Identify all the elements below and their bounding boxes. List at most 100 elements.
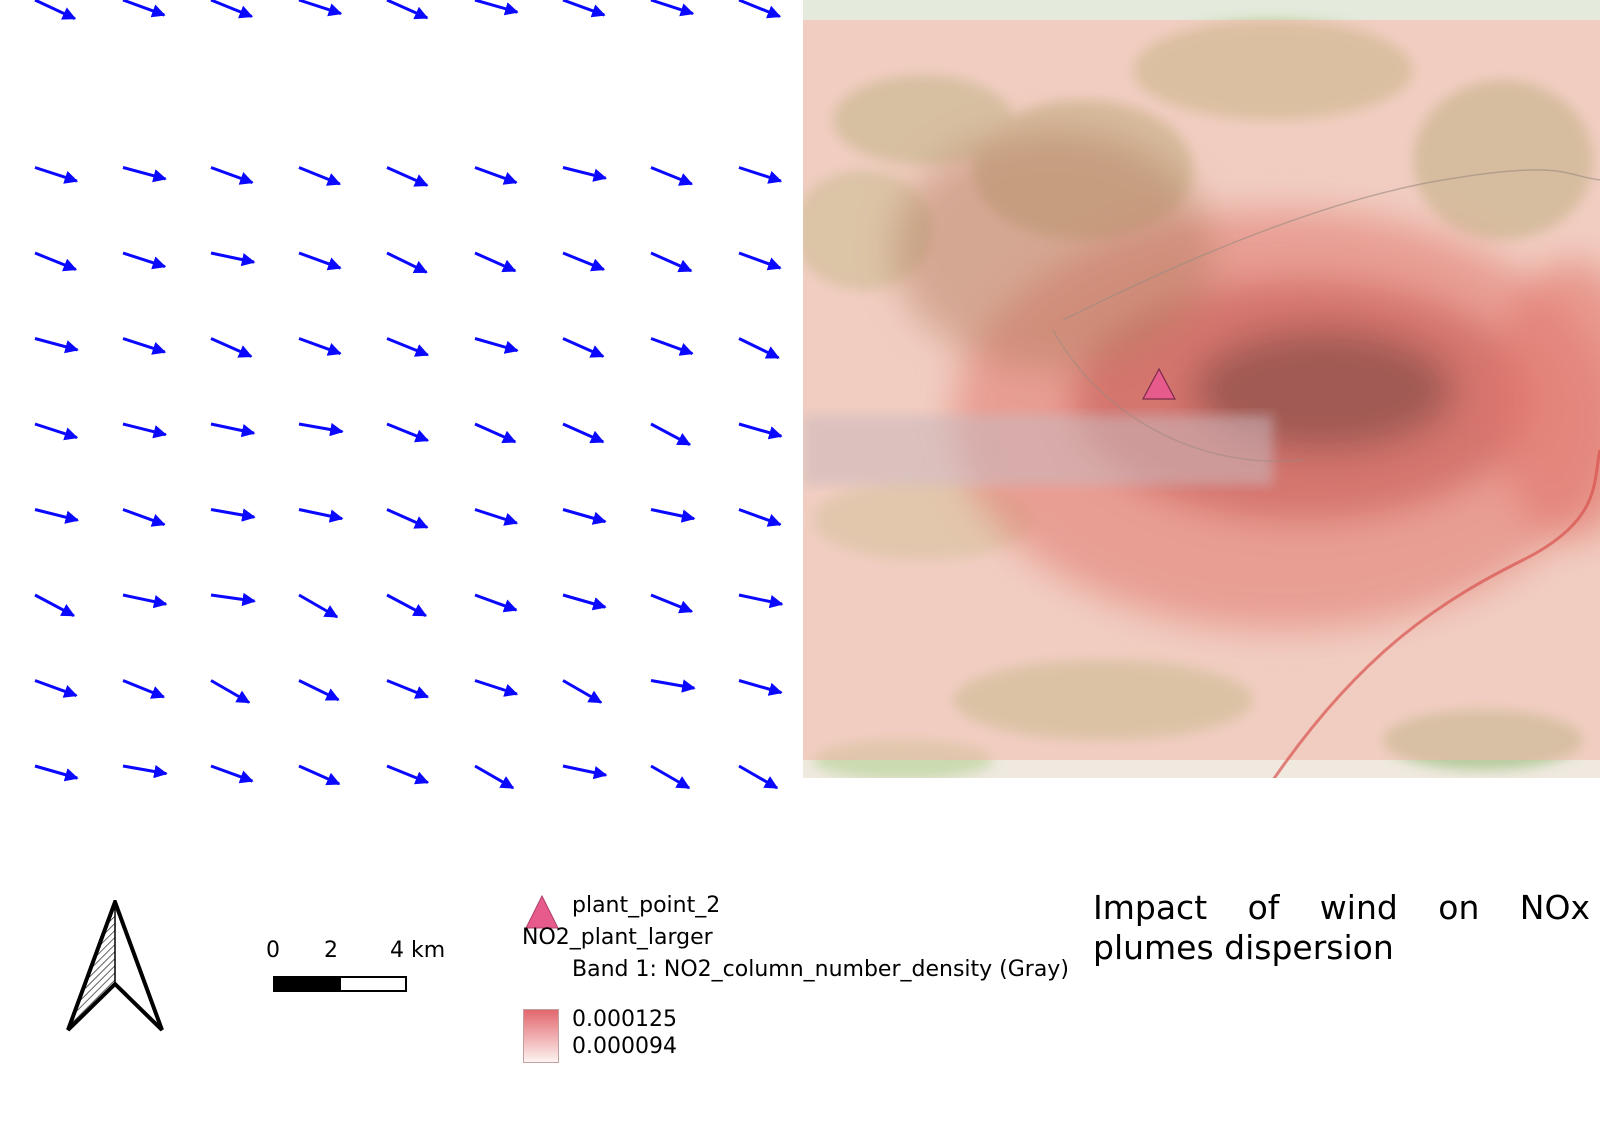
wind-arrow-icon (386, 166, 429, 187)
wind-arrow-icon (210, 422, 256, 438)
wind-vector-field (34, 0, 784, 790)
wind-arrow-icon (34, 422, 79, 441)
wind-arrow-icon (650, 251, 693, 273)
wind-arrow-icon (474, 337, 519, 354)
wind-arrow-icon (474, 679, 519, 697)
wind-arrow-icon (298, 337, 342, 356)
wind-arrow-icon (386, 422, 430, 443)
north-arrow-icon (66, 900, 164, 1032)
wind-arrow-icon (562, 0, 606, 18)
wind-arrow-icon (474, 764, 515, 790)
road (1271, 449, 1600, 781)
wind-arrow-icon (474, 166, 518, 185)
wind-arrow-icon (34, 679, 78, 698)
wind-arrow-icon (298, 422, 344, 437)
wind-arrow-icon (210, 0, 254, 19)
wind-arrow-icon (210, 592, 256, 607)
wind-arrow-icon (210, 251, 256, 267)
wind-arrow-icon (386, 593, 428, 617)
scale-label-4km: 4 km (390, 938, 446, 963)
wind-arrow-icon (650, 764, 691, 790)
wind-arrow-icon (122, 593, 168, 609)
wind-arrow-icon (650, 0, 695, 17)
wind-arrow-icon (650, 166, 694, 186)
wind-arrow-icon (298, 679, 340, 702)
wind-arrow-icon (650, 337, 694, 356)
legend-color-ramp (523, 1009, 559, 1063)
wind-arrow-icon (210, 166, 254, 185)
wind-arrow-icon (34, 337, 79, 354)
wind-arrow-icon (298, 166, 342, 186)
wind-arrow-icon (386, 0, 429, 20)
wind-arrow-icon (562, 508, 607, 525)
wind-arrow-icon (738, 0, 782, 19)
wind-arrow-icon (650, 422, 692, 446)
wind-arrow-icon (738, 422, 783, 440)
wind-arrow-icon (738, 593, 784, 609)
wind-arrow-icon (650, 508, 696, 523)
wind-arrow-icon (386, 508, 429, 529)
wind-arrow-icon (386, 764, 430, 785)
wind-arrow-icon (650, 593, 694, 614)
plant-marker-icon[interactable] (1142, 367, 1176, 400)
wind-arrow-icon (738, 337, 780, 360)
no2-plume (893, 130, 1600, 630)
wind-arrow-icon (474, 251, 517, 273)
wind-arrow-icon (562, 422, 605, 444)
wind-arrow-icon (122, 679, 166, 699)
wind-arrow-icon (562, 337, 605, 358)
wind-arrow-icon (298, 593, 339, 619)
legend-point-label: plant_point_2 (572, 893, 721, 918)
wind-arrow-icon (298, 508, 344, 523)
wind-arrow-icon (474, 593, 518, 613)
wind-arrow-icon (210, 337, 253, 358)
wind-arrow-icon (738, 679, 783, 696)
wind-arrow-icon (34, 166, 79, 184)
wind-arrow-icon (562, 764, 608, 780)
wind-arrow-icon (738, 251, 782, 271)
wind-arrow-icon (298, 251, 342, 271)
triangle-icon (525, 895, 559, 929)
wind-arrow-icon (298, 0, 343, 17)
map-title: Impact of wind on NOx plumes dispersion (1093, 888, 1590, 967)
wind-arrow-icon (474, 422, 517, 444)
wind-arrow-icon (122, 166, 167, 183)
wind-arrow-icon (738, 508, 782, 527)
no2-plume-map[interactable] (803, 0, 1600, 795)
wind-arrow-icon (122, 764, 168, 779)
wind-arrow-icon (210, 508, 256, 522)
wind-arrow-icon (122, 422, 168, 439)
scale-label-2: 2 (324, 938, 338, 963)
wind-arrow-icon (650, 679, 696, 693)
scale-label-0: 0 (266, 938, 280, 963)
wind-arrow-icon (386, 679, 430, 699)
wind-arrow-icon (562, 679, 603, 704)
legend-raster-band: Band 1: NO2_column_number_density (Gray) (572, 957, 1069, 982)
wind-arrow-icon (386, 251, 428, 274)
wind-arrow-icon (210, 764, 254, 784)
map-canvas (803, 0, 1600, 795)
wind-arrow-icon (562, 251, 606, 272)
wind-arrow-icon (34, 593, 76, 617)
wind-arrow-icon (738, 166, 783, 184)
wind-arrow-icon (298, 764, 341, 786)
wind-arrow-icon (122, 251, 167, 270)
wind-arrow-icon (122, 508, 166, 527)
legend-raster-name: NO2_plant_larger (522, 925, 713, 950)
wind-arrow-icon (738, 764, 779, 790)
wind-arrow-icon (474, 0, 519, 16)
wind-arrow-icon (34, 251, 78, 272)
wind-arrow-icon (210, 679, 251, 704)
wind-arrow-icon (122, 337, 167, 355)
legend-min-value: 0.000094 (572, 1034, 677, 1059)
map-legend: plant_point_2 NO2_plant_larger Band 1: N… (520, 893, 1080, 1073)
wind-arrow-icon (562, 166, 608, 182)
wind-arrow-icon (562, 593, 607, 611)
wind-arrow-icon (34, 508, 80, 524)
wind-arrow-icon (474, 508, 519, 526)
wind-arrow-icon (34, 764, 79, 782)
scale-segment-black (273, 976, 341, 992)
scale-bar: 0 2 4 km (262, 938, 462, 998)
scale-segment-white (339, 976, 407, 992)
wind-arrow-icon (122, 0, 166, 18)
